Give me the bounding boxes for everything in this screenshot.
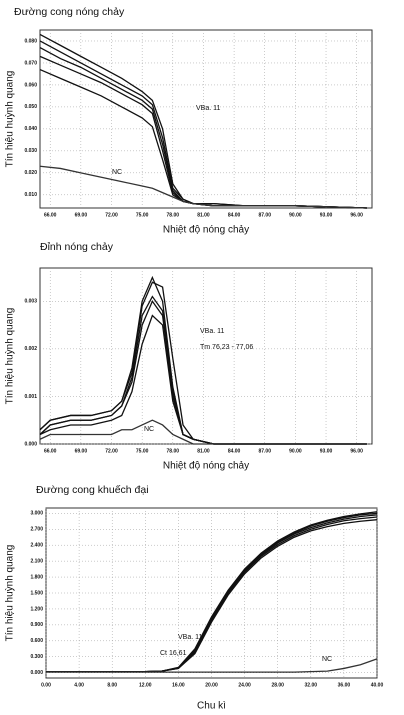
x-tick-label: 96.00 — [350, 448, 363, 454]
chart-title: Đường cong nóng chảy — [14, 6, 125, 18]
x-tick-label: 24.00 — [238, 682, 251, 688]
annotation: VBa. 11 — [200, 328, 224, 335]
x-tick-label: 4.00 — [74, 682, 84, 688]
x-tick-label: 90.00 — [289, 448, 302, 454]
y-tick-label: 0.300 — [30, 654, 43, 660]
y-tick-label: 0.070 — [24, 60, 37, 66]
y-tick-label: 0.000 — [24, 441, 37, 447]
line — [39, 314, 367, 445]
annotation: NC — [144, 426, 154, 433]
y-tick-label: 0.030 — [24, 148, 37, 154]
y-tick-label: 2.700 — [30, 527, 43, 533]
annotation: VBa. 11 — [196, 105, 220, 112]
x-tick-label: 32.00 — [305, 682, 318, 688]
plot-frame — [39, 267, 373, 445]
x-tick-label: 78.00 — [167, 212, 180, 218]
x-tick-label: 28.00 — [271, 682, 284, 688]
x-tick-label: 16.00 — [172, 682, 185, 688]
y-tick-label: 0.040 — [24, 126, 37, 132]
y-tick-label: 2.400 — [30, 543, 43, 549]
y-tick-label: 0.003 — [24, 299, 37, 305]
y-tick-label: 1.500 — [30, 590, 43, 596]
x-tick-label: 69.00 — [75, 448, 88, 454]
x-tick-label: 78.00 — [167, 448, 180, 454]
x-tick-label: 20.00 — [205, 682, 218, 688]
x-tick-label: 90.00 — [289, 212, 302, 218]
x-tick-label: 66.00 — [44, 448, 57, 454]
chart-title: Đường cong khuếch đại — [36, 484, 149, 496]
x-tick-label: 66.00 — [44, 212, 57, 218]
y-axis-label: Tín hiệu huỳnh quang — [5, 71, 16, 168]
x-tick-label: 12.00 — [139, 682, 152, 688]
y-tick-label: 3.000 — [30, 511, 43, 517]
y-tick-label: 0.010 — [24, 192, 37, 198]
line — [39, 165, 367, 209]
y-tick-label: 1.800 — [30, 574, 43, 580]
y-tick-label: 0.900 — [30, 622, 43, 628]
x-tick-label: 8.00 — [107, 682, 117, 688]
y-tick-label: 2.100 — [30, 558, 43, 564]
y-tick-label: 0.001 — [24, 394, 37, 400]
x-axis-label: Nhiệt độ nóng chảy — [163, 225, 249, 236]
annotation: Tm 76,23 - 77,06 — [200, 344, 253, 351]
y-axis-label: Tín hiệu huỳnh quang — [5, 545, 16, 642]
x-tick-label: 84.00 — [228, 448, 241, 454]
x-tick-label: 87.00 — [258, 448, 271, 454]
x-tick-label: 93.00 — [320, 448, 333, 454]
x-tick-label: 72.00 — [105, 212, 118, 218]
annotation: VBa. 11 — [178, 634, 202, 641]
y-tick-label: 0.002 — [24, 346, 37, 352]
x-tick-label: 0.00 — [41, 682, 51, 688]
line — [46, 516, 378, 673]
line — [39, 419, 367, 445]
line — [46, 658, 378, 673]
x-tick-label: 69.00 — [75, 212, 88, 218]
annotation: Ct 16,61 — [160, 650, 187, 657]
annotation: NC — [322, 656, 332, 663]
y-tick-label: 0.060 — [24, 82, 37, 88]
line — [39, 275, 367, 445]
y-tick-label: 0.000 — [30, 670, 43, 676]
x-axis-label: Nhiệt độ nóng chảy — [163, 461, 249, 472]
x-tick-label: 40.00 — [371, 682, 384, 688]
line — [39, 40, 367, 209]
y-tick-label: 0.050 — [24, 104, 37, 110]
x-tick-label: 72.00 — [105, 448, 118, 454]
x-tick-label: 87.00 — [258, 212, 271, 218]
y-tick-label: 0.020 — [24, 170, 37, 176]
x-tick-label: 93.00 — [320, 212, 333, 218]
x-tick-label: 81.00 — [197, 212, 210, 218]
x-axis-label: Chu kì — [197, 701, 226, 712]
x-tick-label: 36.00 — [338, 682, 351, 688]
plot-frame — [39, 29, 373, 209]
chart-title: Đỉnh nóng chảy — [40, 241, 114, 253]
y-tick-label: 1.200 — [30, 606, 43, 612]
x-tick-label: 96.00 — [350, 212, 363, 218]
x-tick-label: 81.00 — [197, 448, 210, 454]
x-tick-label: 75.00 — [136, 448, 149, 454]
y-axis-label: Tín hiệu huỳnh quang — [5, 308, 16, 405]
x-tick-label: 75.00 — [136, 212, 149, 218]
x-tick-label: 84.00 — [228, 212, 241, 218]
annotation: NC — [112, 169, 122, 176]
y-tick-label: 0.600 — [30, 638, 43, 644]
y-tick-label: 0.080 — [24, 38, 37, 44]
